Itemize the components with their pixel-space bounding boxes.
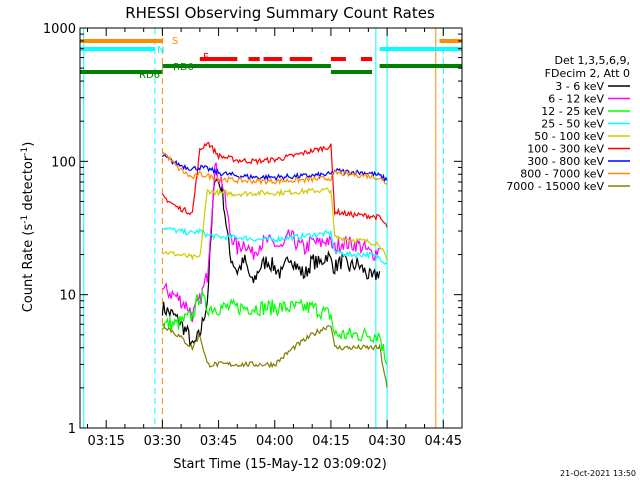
legend-label-7: 800 - 7000 keV: [520, 168, 604, 181]
y-tick-label-3: 1000: [43, 22, 76, 37]
legend-label-8: 7000 - 15000 keV: [506, 180, 604, 193]
flag-label-rd6: RD6: [139, 70, 160, 81]
flag-label-n: N: [157, 45, 164, 56]
y-tick-label-2: 100: [51, 155, 76, 170]
x-tick-label-5: 04:30: [368, 434, 405, 449]
series-line-4: [162, 187, 388, 261]
series-lines: [161, 141, 388, 388]
x-tick-label-3: 04:00: [256, 434, 293, 449]
plot-frame: [79, 27, 463, 429]
y-axis-label: Count Rate (s-1 detector-1): [20, 142, 36, 313]
legend-header-line1: Det 1,3,5,6,9,: [554, 54, 630, 67]
x-axis-label: Start Time (15-May-12 03:09:02): [173, 457, 387, 472]
legend-label-4: 50 - 100 keV: [534, 130, 604, 143]
legend-header-line2: FDecim 2, Att 0: [545, 67, 630, 80]
series-line-3: [162, 227, 388, 265]
x-tick-label-1: 03:30: [144, 434, 181, 449]
series-line-2: [162, 289, 388, 365]
vertical-markers: [83, 28, 444, 428]
timestamp: 21-Oct-2021 13:50: [560, 469, 636, 478]
legend: Det 1,3,5,6,9, FDecim 2, Att 0 3 - 6 keV…: [506, 54, 630, 193]
x-tick-label-0: 03:15: [87, 434, 124, 449]
legend-label-2: 12 - 25 keV: [541, 105, 604, 118]
x-tick-label-2: 03:45: [200, 434, 237, 449]
y-tick-label-0: 1: [68, 422, 76, 437]
flag-label-s: S: [172, 36, 178, 47]
legend-label-6: 300 - 800 keV: [527, 155, 604, 168]
series-line-6: [161, 154, 388, 183]
series-line-8: [161, 323, 388, 388]
x-tick-label-6: 04:45: [425, 434, 462, 449]
series-line-5: [161, 141, 388, 228]
legend-label-0: 3 - 6 keV: [555, 80, 604, 93]
axes: 1 10 100 1000 03:15 03:30 03:45 04:00 04:15 04:30…: [43, 22, 463, 449]
x-tick-label-4: 04:15: [312, 434, 349, 449]
legend-label-1: 6 - 12 keV: [548, 93, 604, 106]
status-flags: SN F RD0 RD6: [80, 36, 462, 81]
legend-label-3: 25 - 50 keV: [541, 118, 604, 131]
series-line-7: [161, 151, 388, 186]
chart-title: RHESSI Observing Summary Count Rates: [125, 4, 435, 22]
legend-label-5: 100 - 300 keV: [527, 143, 604, 156]
flag-label-rd0: RD0: [173, 62, 194, 73]
flag-label-f: F: [203, 52, 209, 63]
y-tick-label-1: 10: [59, 289, 76, 304]
